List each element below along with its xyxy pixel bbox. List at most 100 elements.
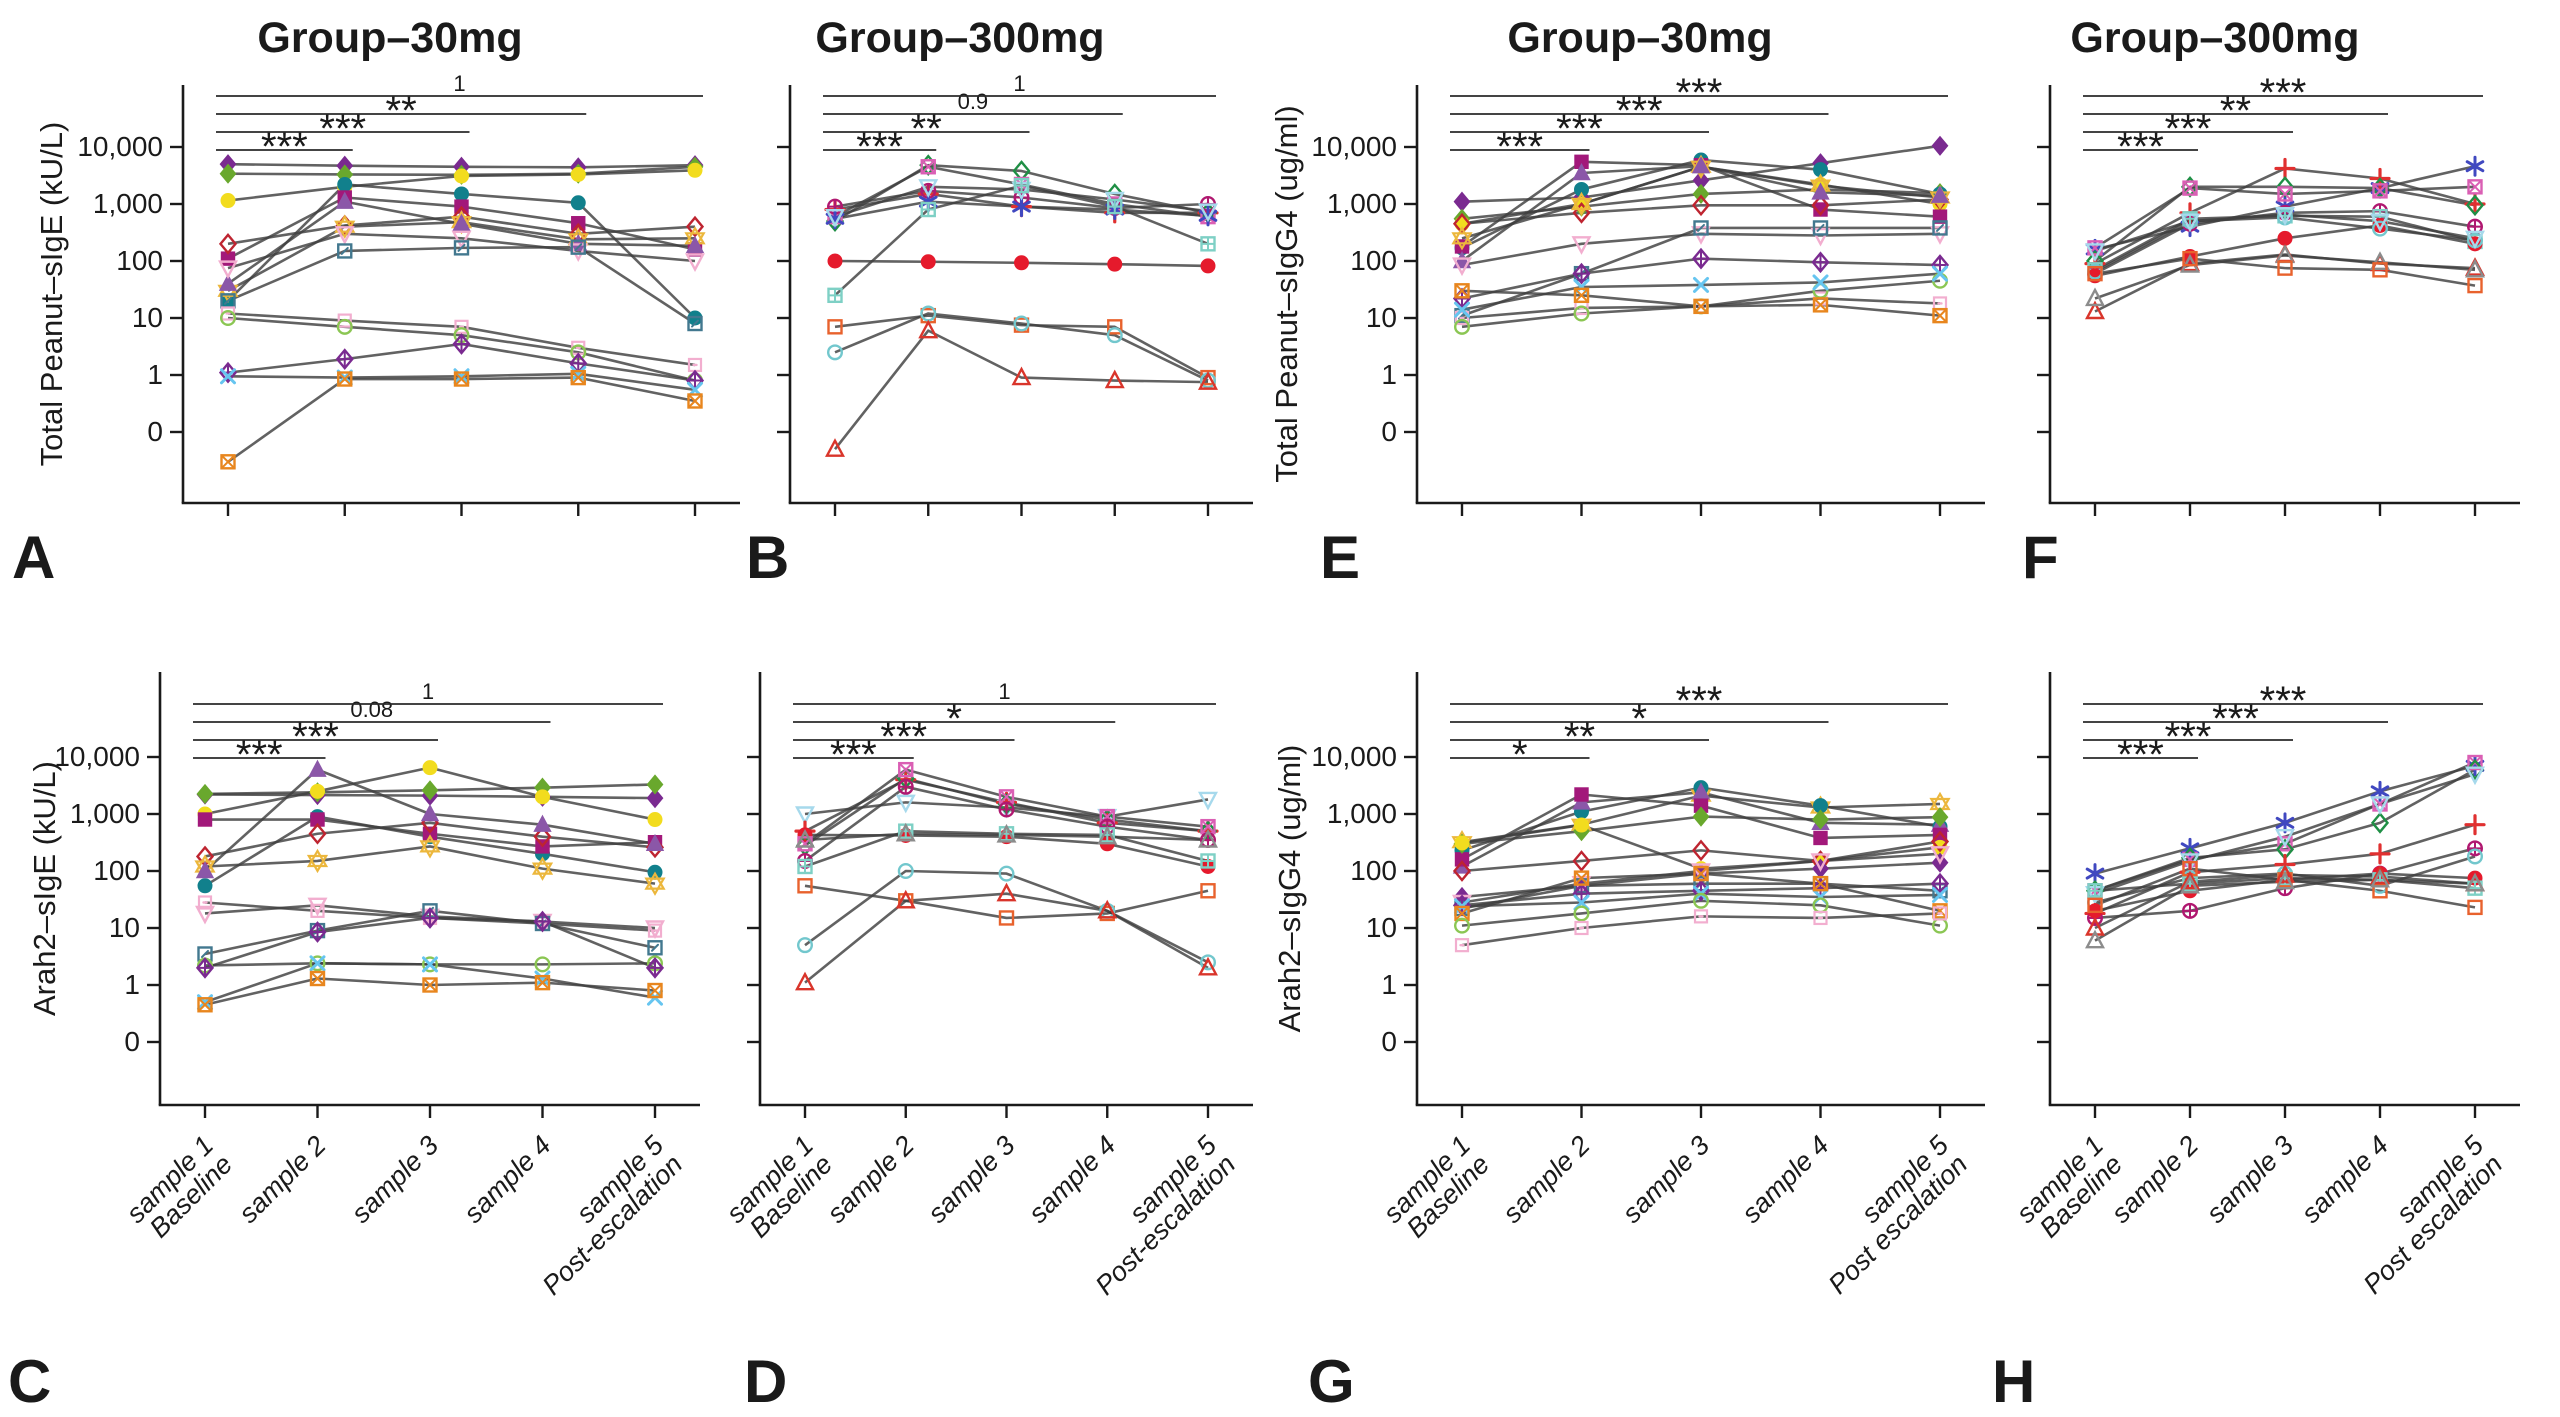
- marker-pale-cyan-open-triangle-down: [2370, 796, 2390, 816]
- marker-pink-open-triangle-down: [645, 920, 665, 940]
- series-line-pink-open-triangle-down: [227, 232, 696, 270]
- x-tick-label: sample 3: [2201, 1130, 2300, 1229]
- marker-gray-open-triangle: [2370, 868, 2390, 888]
- y-tick-label: 0: [1381, 1026, 1397, 1057]
- marker-green-filled-diamond: [646, 774, 664, 795]
- marker-red-open-triangle: [2085, 300, 2105, 320]
- y-axis-title: Total Peanut–sIgE (kU/L): [34, 122, 69, 467]
- marker-purple-filled-triangle: [1930, 185, 1950, 203]
- y-tick-label: 100: [1350, 245, 1397, 276]
- marker-orange-open-square-x: [1693, 298, 1709, 315]
- marker-orange-open-square-x: [1454, 283, 1470, 299]
- marker-cyan-open-circle: [2466, 848, 2483, 865]
- x-tick-label: sample 4: [1736, 1130, 1835, 1229]
- panel-letter-A: A: [12, 524, 55, 591]
- panel-letter-E: E: [1320, 524, 1360, 591]
- marker-orange-open-square-x: [220, 454, 236, 470]
- sig-label: 1: [453, 71, 465, 96]
- marker-purple-open-diamond-plus: [452, 333, 471, 355]
- marker-light-green-open-circle: [1573, 905, 1590, 922]
- series-line-light-green-open-circle: [1461, 279, 1941, 329]
- marker-green-open-diamond: [2370, 811, 2390, 834]
- y-tick-label: 1,000: [1327, 188, 1397, 219]
- marker-orange-open-square-x: [453, 371, 470, 387]
- marker-purple-open-diamond-plus: [1691, 247, 1711, 270]
- sig-label: ***: [2260, 679, 2307, 723]
- marker-pink-open-square: [1932, 906, 1948, 921]
- marker-pale-cyan-open-triangle-down: [2275, 828, 2295, 848]
- marker-pink-open-square: [1454, 938, 1470, 953]
- panel-letter-G: G: [1308, 1348, 1355, 1415]
- series-lines: [2094, 761, 2476, 942]
- y-tick-label: 1,000: [70, 798, 140, 829]
- marker-pink-open-triangle-down: [1691, 863, 1711, 883]
- marker-orange-open-square: [2277, 260, 2293, 276]
- marker-purple-filled-triangle: [218, 273, 238, 291]
- marker-green-filled-diamond: [1931, 807, 1949, 828]
- marker-cyan-open-circle: [1106, 327, 1123, 344]
- marker-teal-open-square-grid: [1200, 853, 1216, 869]
- marker-pink-open-square: [310, 903, 325, 918]
- marker-pink-open-square: [1574, 920, 1589, 936]
- marker-steel-open-square-diag: [1693, 220, 1709, 236]
- sig-label: ***: [1676, 679, 1723, 723]
- marker-pink-open-square-x: [920, 159, 936, 175]
- marker-orange-open-square: [2467, 899, 2483, 916]
- sig-label: ***: [2260, 71, 2307, 115]
- marker-steel-open-square-diag: [453, 240, 470, 256]
- marker-red-open-triangle: [825, 438, 845, 457]
- marker-red-open-triangle: [2275, 863, 2295, 883]
- marker-pink-open-square-x: [898, 761, 914, 778]
- marker-cyan-open-circle: [2371, 220, 2388, 237]
- marker-green-filled-diamond: [219, 163, 237, 184]
- panel-F: Group–300mg*** *** ** ***F: [2022, 14, 2520, 591]
- marker-purple-filled-triangle: [569, 233, 588, 252]
- sig-label: 1: [1013, 71, 1025, 96]
- marker-gold-open-star: [1451, 226, 1473, 251]
- marker-purple-filled-diamond: [646, 788, 664, 809]
- marker-dark-red-open-diamond: [1930, 830, 1950, 853]
- marker-yellow-filled-circle: [647, 812, 663, 828]
- marker-magenta-open-circle-plus: [897, 778, 914, 795]
- marker-red-filled-circle: [1200, 258, 1216, 274]
- marker-cyan-x: [570, 365, 587, 382]
- marker-purple-open-diamond-plus: [420, 907, 440, 929]
- y-tick-label: 10: [1366, 912, 1397, 943]
- marker-cyan-x: [1454, 301, 1470, 318]
- y-axis-title: Arah2–sIgE (kU/L): [27, 761, 62, 1016]
- marker-orange-open-square-x: [1812, 875, 1829, 892]
- x-tick-label: sample 4: [2296, 1130, 2395, 1229]
- y-tick-label: 1: [1381, 969, 1397, 1000]
- marker-red-filled-circle: [1014, 255, 1030, 271]
- series-line-gold-open-star: [204, 845, 656, 885]
- marker-orange-open-square: [2087, 265, 2103, 282]
- marker-red-open-triangle: [895, 889, 916, 909]
- marker-gray-open-triangle: [2180, 874, 2200, 894]
- marker-gray-open-triangle: [2465, 258, 2485, 278]
- marker-orange-open-square: [1107, 319, 1123, 335]
- marker-orange-open-square: [2087, 897, 2103, 914]
- marker-magenta-filled-square: [422, 826, 438, 841]
- marker-red-filled-circle: [827, 253, 843, 269]
- x-tick-label: sample 4: [458, 1130, 557, 1229]
- sig-label: ***: [1676, 71, 1723, 115]
- marker-purple-open-diamond-plus: [1572, 262, 1591, 285]
- marker-teal-open-square-grid: [797, 858, 813, 875]
- marker-gold-open-star: [644, 871, 666, 896]
- y-tick-label: 10,000: [1311, 741, 1397, 772]
- marker-yellow-filled-circle: [1573, 817, 1589, 833]
- marker-orange-open-square-x: [1812, 297, 1829, 313]
- series-line-orange-open-square-x: [227, 376, 696, 463]
- series-markers: [794, 761, 1219, 991]
- marker-gray-open-triangle: [2465, 872, 2485, 892]
- marker-pale-cyan-open-triangle-down: [1198, 203, 1218, 223]
- marker-magenta-open-circle-plus: [2181, 902, 2198, 919]
- marker-light-green-open-circle: [1453, 917, 1470, 934]
- marker-red-plus: [2274, 157, 2296, 180]
